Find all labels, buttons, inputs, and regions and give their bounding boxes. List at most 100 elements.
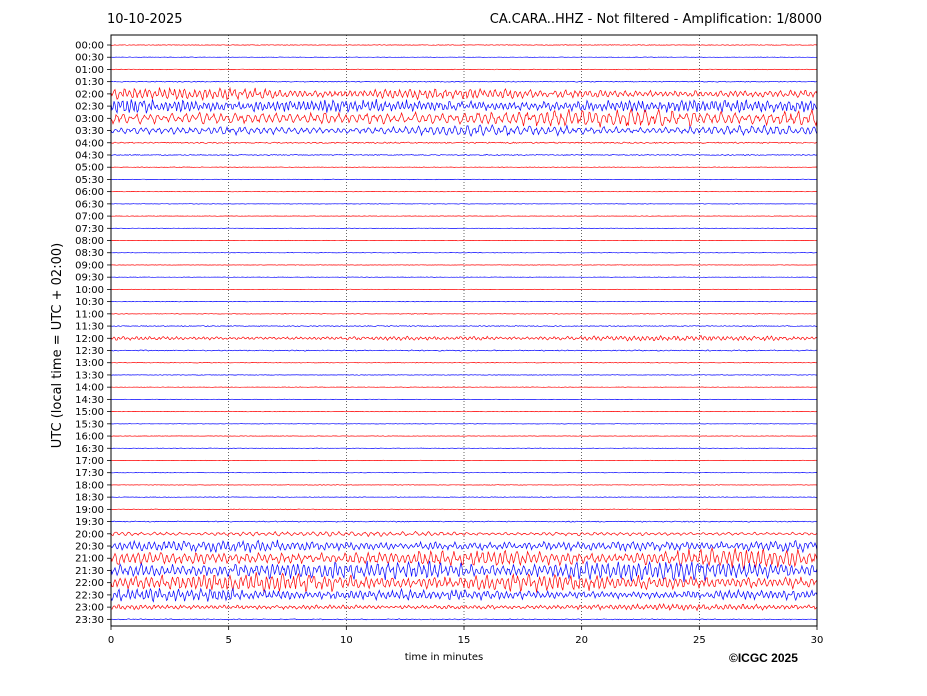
y-tick-label: 09:00 bbox=[75, 260, 104, 271]
plot-frame bbox=[110, 34, 818, 627]
seismic-trace bbox=[111, 435, 817, 437]
y-tick-label: 11:00 bbox=[75, 309, 104, 320]
seismic-trace bbox=[111, 264, 817, 266]
y-tick-label: 14:00 bbox=[75, 383, 104, 394]
seismic-trace bbox=[111, 107, 817, 128]
seismic-trace bbox=[111, 300, 817, 303]
seismic-trace bbox=[111, 546, 817, 570]
seismic-trace bbox=[111, 374, 817, 376]
seismic-trace bbox=[111, 153, 817, 156]
traces-group bbox=[111, 44, 817, 621]
x-tick-label: 20 bbox=[575, 635, 588, 646]
x-tick-label: 5 bbox=[225, 635, 231, 646]
y-tick-label: 14:30 bbox=[75, 395, 104, 406]
y-tick-label: 12:00 bbox=[75, 334, 104, 345]
seismic-trace bbox=[111, 123, 817, 137]
y-tick-label: 08:30 bbox=[75, 248, 104, 259]
x-tick-label: 30 bbox=[811, 635, 824, 646]
y-tick-label: 02:30 bbox=[75, 102, 104, 113]
seismic-trace bbox=[111, 68, 817, 71]
seismic-trace bbox=[111, 398, 817, 400]
y-axis-label: UTC (local time = UTC + 02:00) bbox=[50, 243, 65, 448]
seismic-trace bbox=[111, 86, 817, 102]
seismic-trace bbox=[111, 191, 817, 193]
seismic-trace bbox=[111, 410, 817, 413]
seismic-trace bbox=[111, 44, 817, 46]
y-tick-label: 16:00 bbox=[75, 432, 104, 443]
seismic-trace bbox=[111, 80, 817, 83]
y-tick-label: 06:30 bbox=[75, 199, 104, 210]
seismic-trace bbox=[111, 215, 817, 217]
x-axis-label: time in minutes bbox=[405, 652, 484, 663]
y-tick-label: 11:30 bbox=[75, 322, 104, 333]
y-tick-label: 18:00 bbox=[75, 480, 104, 491]
y-tick-label: 23:00 bbox=[75, 603, 104, 614]
y-tick-label: 20:00 bbox=[75, 529, 104, 540]
seismic-trace bbox=[111, 99, 817, 114]
y-tick-label: 17:30 bbox=[75, 468, 104, 479]
seismic-trace bbox=[111, 178, 817, 181]
seismic-trace bbox=[111, 618, 817, 621]
seismic-trace bbox=[111, 252, 817, 254]
seismic-trace bbox=[111, 334, 817, 342]
y-tick-label: 13:00 bbox=[75, 358, 104, 369]
chart-date: 10-10-2025 bbox=[107, 12, 183, 27]
x-tick-label: 15 bbox=[458, 635, 471, 646]
y-tick-label: 09:30 bbox=[75, 273, 104, 284]
y-tick-label: 00:00 bbox=[75, 41, 104, 52]
seismic-trace bbox=[111, 496, 817, 498]
y-tick-label: 16:30 bbox=[75, 444, 104, 455]
seismic-trace bbox=[111, 572, 817, 594]
copyright-label: ©ICGC 2025 bbox=[729, 651, 798, 665]
seismic-trace bbox=[111, 560, 817, 583]
seismic-trace bbox=[111, 166, 817, 168]
y-tick-label: 03:00 bbox=[75, 114, 104, 125]
y-tick-label: 04:00 bbox=[75, 138, 104, 149]
y-tick-label: 23:30 bbox=[75, 615, 104, 626]
seismic-trace bbox=[111, 530, 817, 538]
y-tick-label: 07:30 bbox=[75, 224, 104, 235]
seismic-trace bbox=[111, 141, 817, 144]
y-tick-label: 13:30 bbox=[75, 370, 104, 381]
x-tick-label: 10 bbox=[340, 635, 353, 646]
seismic-trace bbox=[111, 56, 817, 58]
y-tick-label: 00:30 bbox=[75, 53, 104, 64]
seismic-trace bbox=[111, 386, 817, 388]
seismic-trace bbox=[111, 362, 817, 364]
seismic-trace bbox=[111, 447, 817, 449]
y-tick-label: 03:30 bbox=[75, 126, 104, 137]
seismic-trace bbox=[111, 239, 817, 242]
seismic-trace bbox=[111, 508, 817, 511]
x-tick-label: 25 bbox=[693, 635, 706, 646]
y-tick-label: 15:30 bbox=[75, 419, 104, 430]
y-tick-label: 12:30 bbox=[75, 346, 104, 357]
seismic-trace bbox=[111, 539, 817, 554]
y-tick-label: 22:00 bbox=[75, 578, 104, 589]
y-tick-label: 10:30 bbox=[75, 297, 104, 308]
y-tick-label: 10:00 bbox=[75, 285, 104, 296]
y-tick-label: 08:00 bbox=[75, 236, 104, 247]
y-tick-label: 20:30 bbox=[75, 542, 104, 553]
y-tick-label: 01:30 bbox=[75, 77, 104, 88]
seismic-trace bbox=[111, 423, 817, 425]
y-tick-label: 19:30 bbox=[75, 517, 104, 528]
seismic-trace bbox=[111, 349, 817, 352]
y-tick-label: 02:00 bbox=[75, 89, 104, 100]
x-tick-label: 0 bbox=[108, 635, 114, 646]
y-tick-label: 21:30 bbox=[75, 566, 104, 577]
seismic-trace bbox=[111, 459, 817, 462]
y-tick-label: 18:30 bbox=[75, 493, 104, 504]
seismic-trace bbox=[111, 484, 817, 486]
seismic-trace bbox=[111, 587, 817, 603]
seismic-trace bbox=[111, 313, 817, 315]
y-tick-label: 21:00 bbox=[75, 554, 104, 565]
seismic-trace bbox=[111, 520, 817, 523]
y-tick-label: 06:00 bbox=[75, 187, 104, 198]
y-tick-label: 17:00 bbox=[75, 456, 104, 467]
seismic-trace bbox=[111, 203, 817, 205]
seismic-trace bbox=[111, 602, 817, 612]
y-tick-label: 22:30 bbox=[75, 590, 104, 601]
y-tick-label: 05:30 bbox=[75, 175, 104, 186]
